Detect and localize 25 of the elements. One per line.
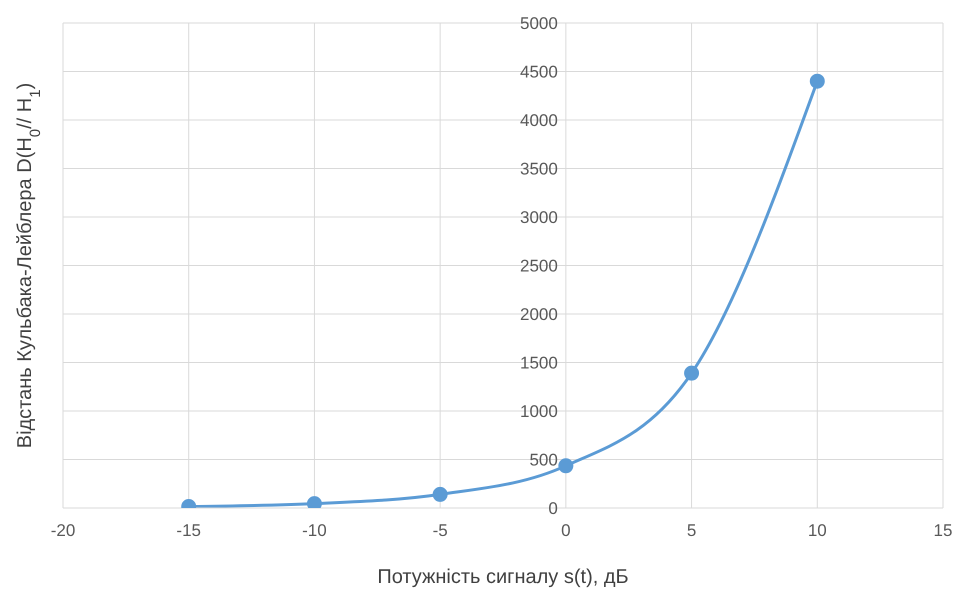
y-tick-label: 5000 <box>520 14 558 33</box>
y-tick-label: 4000 <box>520 111 558 130</box>
y-tick-label: 500 <box>529 450 558 470</box>
x-tick-label: 5 <box>686 521 696 540</box>
y-tick-label: 2000 <box>520 305 558 324</box>
y-tick-label: 1500 <box>520 354 558 372</box>
y-tick-label: 4500 <box>520 62 558 82</box>
point <box>432 486 448 502</box>
x-tick-label: -20 <box>50 521 76 540</box>
y-tick-label: 0 <box>548 499 558 518</box>
point <box>558 458 574 474</box>
x-tick-label: -5 <box>432 521 448 540</box>
y-tick-label: 3500 <box>520 160 558 178</box>
x-tick-label: 15 <box>934 521 952 540</box>
y-tick-label: 3000 <box>520 208 558 227</box>
y-tick-label: 1000 <box>520 402 558 421</box>
point <box>684 366 700 381</box>
point <box>810 74 825 89</box>
x-tick-label: -10 <box>302 521 327 540</box>
x-tick-label: 10 <box>808 521 827 540</box>
x-axis-title: Потужність сигналу s(t), дБ <box>377 566 629 588</box>
x-tick-label: -15 <box>176 521 202 540</box>
x-tick-label: 0 <box>561 521 571 540</box>
point <box>306 496 322 508</box>
y-tick-label: 2500 <box>520 256 558 276</box>
